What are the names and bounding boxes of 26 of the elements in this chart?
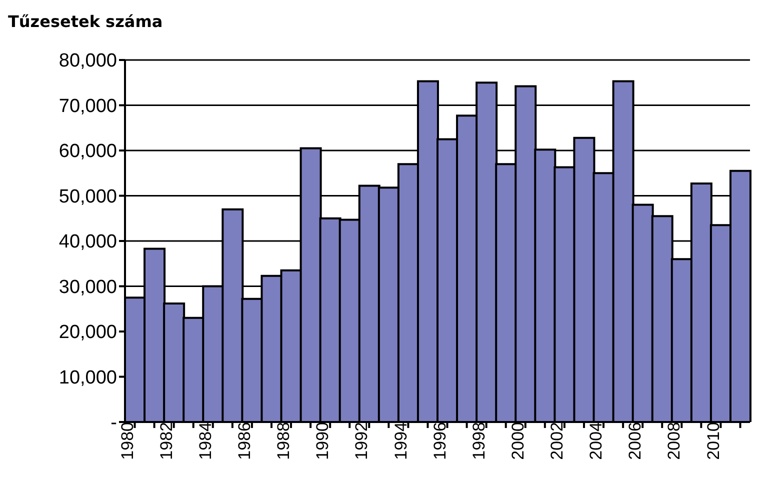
- x-tick-label: 2006: [626, 422, 645, 460]
- x-tick-label: 1980: [118, 422, 137, 460]
- x-tick-label: 2010: [704, 422, 723, 460]
- x-tick-label: 1990: [313, 422, 332, 460]
- x-tick-label: 1982: [156, 422, 176, 460]
- y-tick-label: 60,000: [58, 141, 117, 162]
- y-tick-label: 80,000: [58, 50, 117, 72]
- y-tick-label: 40,000: [58, 232, 117, 253]
- x-tick-label: 2008: [664, 422, 684, 460]
- y-tick-label: 30,000: [58, 276, 117, 298]
- x-tick-label: 1984: [196, 422, 215, 460]
- x-tick-label: 1998: [469, 422, 488, 460]
- y-tick-label: 10,000: [58, 367, 117, 388]
- x-tick-label: 2004: [586, 422, 606, 460]
- y-tick-label: 70,000: [58, 96, 117, 117]
- y-tick-label: 20,000: [58, 322, 117, 344]
- x-tick-label: 1994: [391, 422, 410, 460]
- x-tick-label: 1996: [430, 422, 450, 460]
- x-tick-label: 2000: [508, 422, 528, 460]
- x-tick-label: 1986: [235, 422, 254, 460]
- y-tick-label: -: [110, 412, 117, 434]
- y-tick-label: 50,000: [58, 186, 117, 208]
- x-tick-label: 1992: [352, 422, 372, 460]
- x-tick-label: 2002: [548, 422, 567, 460]
- x-tick-label: 1988: [274, 422, 294, 460]
- chart-title: Tűzesetek száma: [8, 12, 163, 31]
